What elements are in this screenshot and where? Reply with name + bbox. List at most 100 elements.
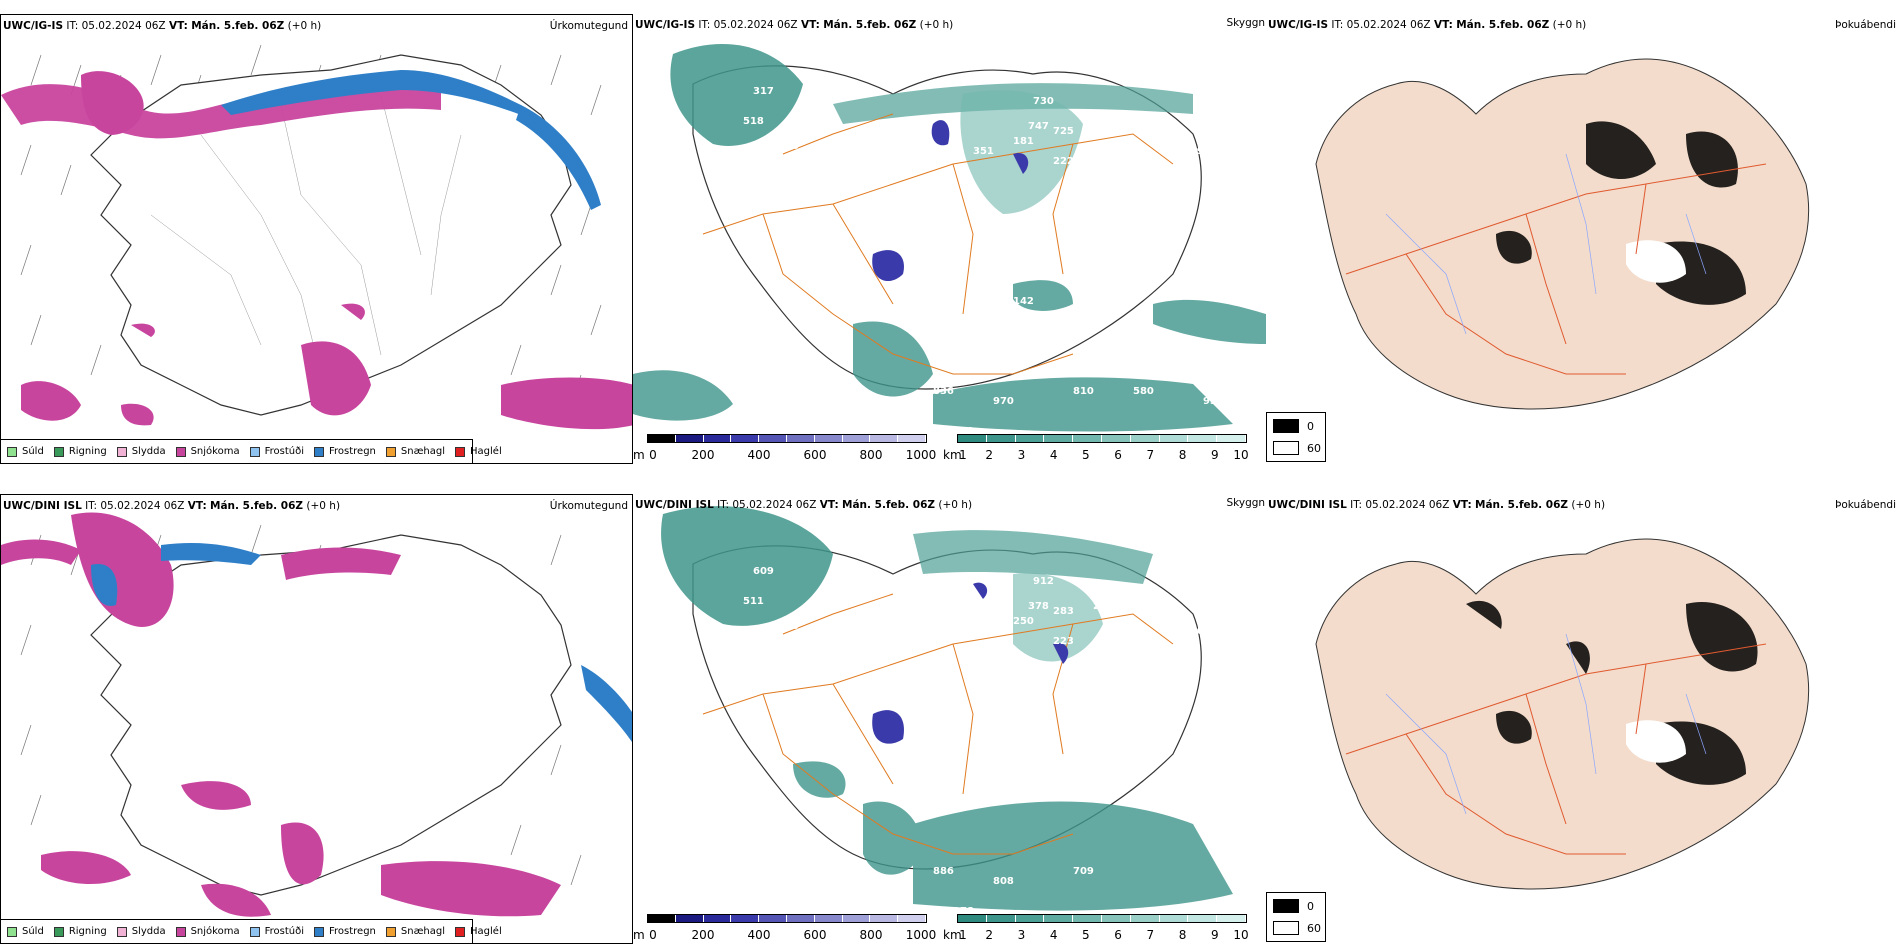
visibility-value: 256 (1093, 601, 1114, 612)
visibility-scalebar: km 1 2 3 4 5 6 7 8 9 10 (943, 434, 1263, 464)
scale-tick-label: 600 (803, 928, 827, 942)
legend-label: Súld (22, 926, 44, 937)
visibility-value: 294 (1133, 126, 1154, 137)
scale-color-step (675, 915, 704, 922)
legend-label: Snæhagl (400, 446, 446, 457)
scale-color-step (648, 915, 676, 922)
legend-label: Haglél (470, 446, 502, 457)
legend-swatch (385, 926, 396, 937)
visibility-value: 292 (1093, 646, 1114, 657)
legend-item: Slydda (116, 926, 166, 937)
legend-item: Haglél (455, 926, 502, 937)
scale-color-step (703, 435, 732, 442)
valid-time: Mán. 5.feb. 06Z (210, 500, 304, 512)
visibility-value: 659 (1183, 146, 1204, 157)
legend-item: Snæhagl (385, 446, 446, 457)
valid-time: Mán. 5.feb. 06Z (842, 499, 936, 511)
scale-color-step (1015, 915, 1045, 922)
legend-swatch (249, 446, 260, 457)
visibility-value: 810 (1183, 626, 1204, 637)
scale-color-step (870, 915, 899, 922)
scale-tick-label: 10 (1233, 448, 1249, 462)
scale-tick-label: 9 (1210, 448, 1219, 462)
height-scalebar: m 0 200 400 600 800 1000 (633, 434, 943, 464)
scale-color-step (1073, 915, 1102, 922)
visibility-value-labels: 609 511 800 912 378 283 256 208 250 697 223 292 836 2… (743, 566, 1204, 917)
scale-color-step (1188, 915, 1218, 922)
scale-tick-label: 6 (1114, 928, 1122, 942)
precip-map-top[interactable] (1, 15, 633, 464)
fog-map-top[interactable] (1266, 14, 1900, 464)
scale-tick-label: 600 (803, 448, 827, 462)
visibility-value: 583 (993, 706, 1014, 717)
visibility-value: 518 (743, 116, 764, 127)
precip-map-bottom[interactable] (1, 495, 633, 944)
visibility-value: 268 (1093, 121, 1114, 132)
scale-tick-label: 400 (747, 928, 771, 942)
legend-item: Snæhagl (385, 926, 445, 937)
legend-swatch-white (1273, 921, 1299, 935)
legend-item: Slydda (116, 446, 166, 457)
fog-panel-bottom: UWC/DINI ISL IT: 05.02.2024 06Z VT: Mán.… (1266, 494, 1900, 944)
scale-tick-label: 400 (747, 448, 771, 462)
lead-time: (+0 h) (938, 499, 973, 511)
legend-swatch (116, 446, 127, 457)
scale-color-step (1217, 915, 1246, 922)
legend-item: Snjókoma (175, 446, 240, 457)
field-title: Skyggni (1226, 17, 1267, 29)
init-time: 05.02.2024 06Z (100, 500, 185, 512)
fog-panel-top: UWC/IG-IS IT: 05.02.2024 06Z VT: Mán. 5.… (1266, 14, 1900, 464)
fog-legend: 0 60 (1266, 892, 1326, 942)
visibility-value: 950 (953, 426, 974, 437)
scale-color-step (1101, 435, 1131, 442)
legend-item: Frostregn (314, 446, 376, 457)
lead-time: (+0 h) (919, 19, 954, 31)
scale-colorbar (957, 914, 1247, 923)
scale-tick-label: 3 (1017, 928, 1026, 942)
scale-tick-label: 200 (691, 928, 715, 942)
legend-label: Frostregn (329, 446, 376, 457)
scale-tick-label: 1 (959, 928, 967, 942)
scale-color-step (731, 435, 760, 442)
scale-color-step (1044, 915, 1074, 922)
scale-color-step (1101, 915, 1131, 922)
visibility-value: 893 (933, 766, 954, 777)
field-title: Þokuábendi (1835, 19, 1896, 31)
visibility-value: 580 (1133, 386, 1154, 397)
legend-swatch (455, 926, 466, 937)
precip-panel-top: UWC/IG-IS IT: 05.02.2024 06Z VT: Mán. 5.… (0, 14, 633, 464)
legend-swatch (314, 926, 324, 937)
fog-map-bottom[interactable] (1266, 494, 1900, 944)
scale-colorbar (647, 914, 927, 923)
visibility-value: 378 (1028, 601, 1049, 612)
visibility-value: 181 (1013, 136, 1034, 147)
scale-color-step (1130, 915, 1160, 922)
scale-color-step (731, 915, 760, 922)
legend-swatch (53, 446, 64, 457)
scale-tick-label: 10 (1233, 928, 1249, 942)
visibility-value: 609 (753, 566, 774, 577)
visibility-value: 808 (993, 876, 1014, 887)
legend-swatch (116, 926, 127, 937)
visibility-value: 642 (1093, 166, 1114, 177)
model-name: UWC/DINI ISL (1268, 499, 1347, 511)
visibility-value: 709 (1073, 866, 1094, 877)
legend-swatch-black (1273, 899, 1299, 913)
panel-header: UWC/DINI ISL IT: 05.02.2024 06Z VT: Mán.… (1268, 499, 1606, 511)
visibility-value: 933 (1203, 396, 1224, 407)
legend-label: Snjókoma (190, 926, 240, 937)
field-title: Skyggni (1226, 497, 1267, 509)
field-title: Þokuábendi (1835, 499, 1896, 511)
visibility-value: 437 (993, 226, 1014, 237)
visibility-value: 730 (1033, 96, 1054, 107)
scale-tick-label: 800 (859, 448, 883, 462)
panel-header: UWC/IG-IS IT: 05.02.2024 06Z VT: Mán. 5.… (1268, 19, 1587, 31)
scale-tick-label: 1000 (905, 448, 937, 462)
scale-color-step (648, 435, 676, 442)
scale-color-step (1159, 915, 1189, 922)
lead-time: (+0 h) (287, 20, 322, 32)
init-time: 05.02.2024 06Z (732, 499, 817, 511)
scale-tick-label: 3 (1017, 448, 1026, 462)
